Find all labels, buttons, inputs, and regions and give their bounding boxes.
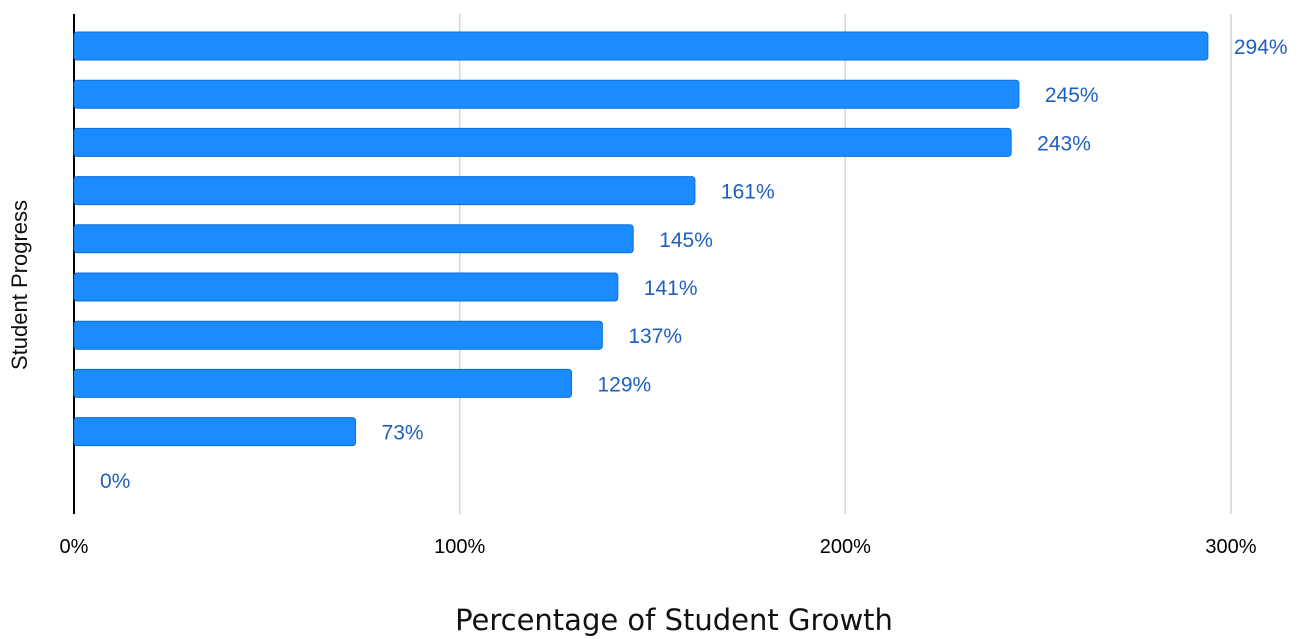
y-axis-title: Student Progress: [7, 200, 32, 370]
bar: [73, 224, 634, 254]
bar: [73, 320, 603, 350]
x-axis-title: Percentage of Student Growth: [455, 603, 893, 637]
bar-value-label: 129%: [598, 373, 652, 396]
data-labels: 294% 245% 243% 161% 145% 141% 137% 129% 73% 0%: [100, 36, 1288, 493]
x-tick-label: 100%: [434, 536, 485, 558]
bar-value-label: 141%: [644, 277, 698, 300]
bar-value-label: 243%: [1037, 132, 1091, 155]
bar-value-label: 161%: [721, 181, 775, 204]
bar: [73, 79, 1020, 109]
bar-value-label: 73%: [382, 422, 424, 445]
bar-value-label: 245%: [1045, 84, 1099, 107]
bar: [73, 176, 696, 206]
x-axis-tick-labels: 0% 100% 200% 300%: [60, 536, 1257, 558]
bar: [73, 127, 1012, 157]
bar: [73, 31, 1209, 61]
x-tick-label: 200%: [820, 536, 871, 558]
bar-value-label: 137%: [628, 325, 682, 348]
x-tick-label: 0%: [60, 536, 89, 558]
bar: [73, 272, 619, 302]
bar: [73, 417, 357, 447]
bar-value-label: 294%: [1234, 36, 1288, 59]
x-tick-label: 300%: [1205, 536, 1256, 558]
bar: [73, 368, 573, 398]
bar-value-label: 145%: [659, 229, 713, 252]
bars: [73, 31, 1209, 447]
bar-value-label: 0%: [100, 470, 130, 493]
